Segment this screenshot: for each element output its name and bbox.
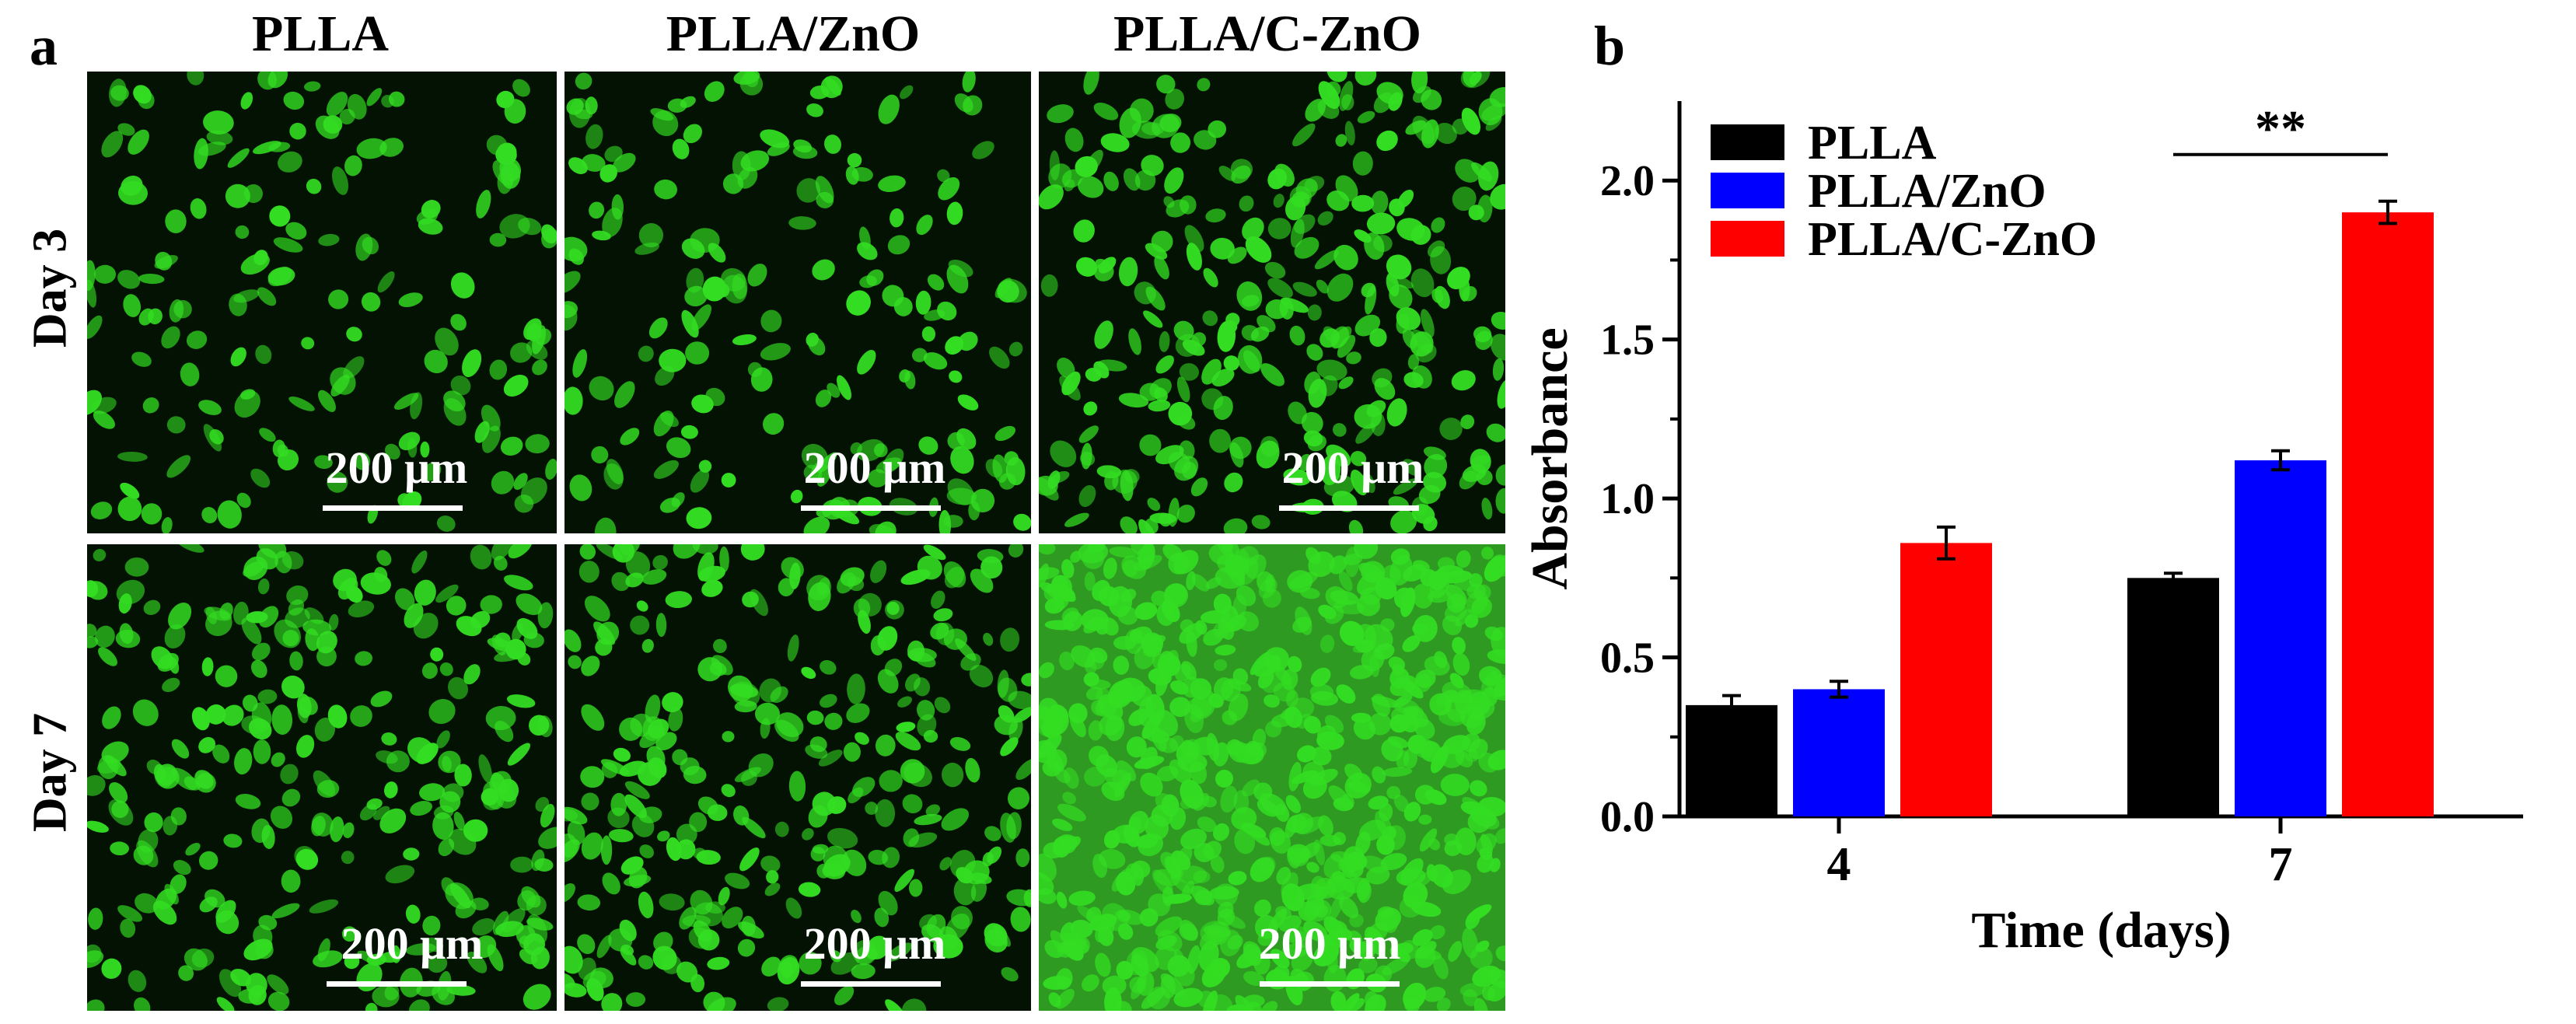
scale-bar — [1279, 505, 1419, 511]
y-axis-label: Absorbance — [1522, 327, 1578, 589]
legend-swatch — [1711, 221, 1784, 257]
y-tick-label: 0.5 — [1600, 634, 1655, 683]
scale-bar-label: 200 μm — [803, 918, 946, 969]
x-tick-label: 4 — [1827, 838, 1851, 891]
scale-bar-label: 200 μm — [1281, 442, 1424, 493]
y-tick-label: 1.5 — [1600, 316, 1655, 365]
scale-bar-label: 200 μm — [325, 442, 468, 493]
scale-bar-label: 200 μm — [341, 918, 484, 969]
column-header-plla: PLLA — [251, 5, 390, 62]
scale-bar — [323, 505, 463, 511]
x-tick-label: 7 — [2269, 838, 2293, 891]
bar — [2127, 578, 2219, 816]
bar — [2342, 212, 2434, 817]
bar — [1900, 543, 1992, 816]
y-tick-label: 1.0 — [1600, 475, 1655, 523]
scale-bar-label: 200 μm — [1258, 918, 1401, 969]
legend-label: PLLA/C-ZnO — [1808, 213, 2097, 266]
bar — [2235, 460, 2326, 816]
column-header-plla-zno: PLLA/ZnO — [666, 5, 921, 62]
micrograph-plla-day-7 — [87, 544, 557, 1011]
legend-swatch — [1711, 124, 1784, 160]
column-header-plla-c-zno: PLLA/C-ZnO — [1113, 5, 1422, 62]
micrograph-plla-zno-day-7 — [564, 544, 1031, 1011]
legend-label: PLLA — [1808, 117, 1937, 170]
panel-b-label: b — [1594, 15, 1626, 77]
scale-bar — [327, 981, 467, 987]
legend-label: PLLA/ZnO — [1808, 165, 2046, 218]
scale-bar — [801, 505, 941, 511]
panel-a-label: a — [30, 15, 58, 77]
legend-swatch — [1711, 173, 1784, 208]
significance-marker: ** — [2255, 100, 2306, 157]
micrograph-plla-zno-day-3 — [564, 72, 1031, 533]
micrograph-plla-c-zno-day-3 — [1039, 72, 1505, 533]
scale-bar — [801, 981, 941, 987]
y-tick-label: 2.0 — [1600, 157, 1655, 205]
x-axis-label: Time (days) — [1971, 902, 2231, 959]
y-tick-label: 0.0 — [1600, 793, 1655, 841]
micrograph-plla-c-zno-day-7 — [1039, 544, 1505, 1011]
bar — [1686, 704, 1777, 816]
bar — [1793, 689, 1885, 816]
micrograph-plla-day-3 — [87, 72, 557, 533]
scale-bar-label: 200 μm — [803, 442, 946, 493]
scale-bar — [1260, 981, 1400, 987]
